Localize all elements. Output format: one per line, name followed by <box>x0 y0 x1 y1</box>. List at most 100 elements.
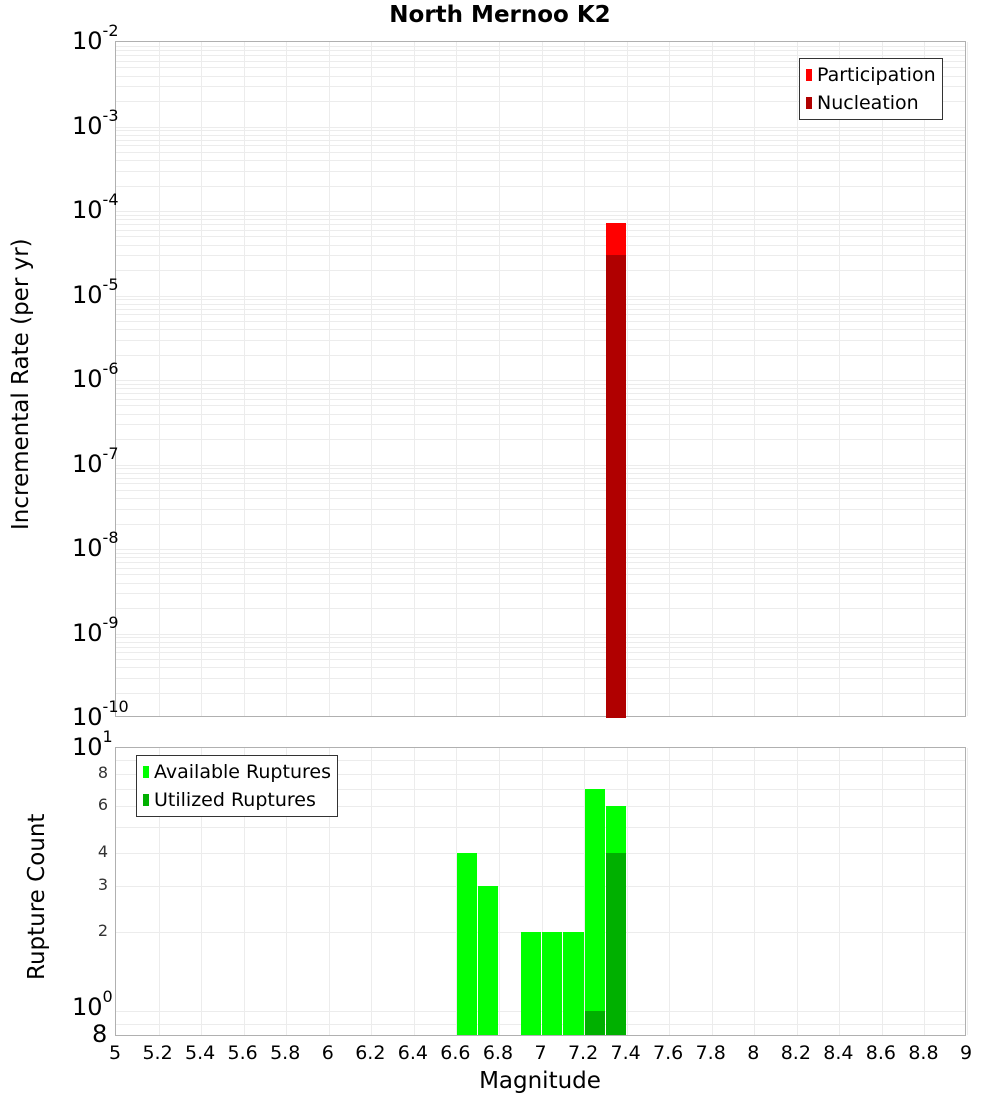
y-tick-label: 8 <box>92 1020 108 1048</box>
gridline <box>116 582 965 584</box>
y-tick-label: 3 <box>97 874 108 894</box>
legend-item-available: Available Ruptures <box>143 758 331 786</box>
gridline <box>116 383 965 385</box>
gridline <box>371 42 373 716</box>
gridline <box>541 42 543 716</box>
gridline <box>116 329 965 331</box>
gridline <box>541 748 543 1035</box>
bottom-y-axis-title: Rupture Count <box>24 813 50 980</box>
x-tick-label: 5.8 <box>270 1042 301 1064</box>
gridline <box>116 314 965 316</box>
gridline <box>116 101 965 103</box>
gridline <box>116 339 965 341</box>
gridline <box>881 748 883 1035</box>
x-tick-label: 5.6 <box>227 1042 258 1064</box>
gridline <box>116 557 965 559</box>
gridline <box>116 134 965 136</box>
gridline <box>201 748 203 1035</box>
gridline <box>116 677 965 679</box>
y-tick-label: 10-5 <box>72 274 119 309</box>
gridline <box>328 42 330 716</box>
gridline <box>116 652 965 654</box>
gridline <box>116 646 965 648</box>
gridline <box>116 214 965 216</box>
gridline <box>116 593 965 595</box>
gridline <box>116 637 965 639</box>
bottom-plot-area <box>115 747 968 1036</box>
y-tick-label: 4 <box>97 841 108 861</box>
bar-nucleation <box>605 255 627 718</box>
gridline <box>116 229 965 231</box>
gridline <box>116 126 965 128</box>
gridline <box>328 748 330 1035</box>
gridline <box>116 295 965 297</box>
gridline <box>116 303 965 305</box>
gridline <box>839 42 841 716</box>
x-tick-label: 6.2 <box>355 1042 386 1064</box>
gridline <box>116 468 965 470</box>
x-tick-label: 5.4 <box>184 1042 216 1064</box>
gridline <box>116 773 965 775</box>
y-tick-label: 10-10 <box>72 697 129 731</box>
gridline <box>116 211 965 212</box>
y-tick-label: 10-9 <box>72 612 119 647</box>
gridline <box>116 170 965 172</box>
x-tick-label: 6.6 <box>440 1042 471 1064</box>
gridline <box>116 308 965 310</box>
x-tick-label: 5.2 <box>142 1042 173 1064</box>
legend-item-participation: Participation <box>806 61 936 89</box>
y-tick-label: 101 <box>72 727 113 761</box>
gridline <box>456 42 458 716</box>
x-tick-label: 6.8 <box>482 1042 514 1064</box>
gridline <box>116 523 965 525</box>
gridline <box>796 42 798 716</box>
gridline <box>116 658 965 660</box>
gridline <box>116 393 965 395</box>
x-tick-label: 8.6 <box>865 1042 896 1064</box>
x-tick-label: 8.4 <box>823 1042 854 1064</box>
gridline <box>116 567 965 569</box>
gridline <box>116 477 965 479</box>
gridline <box>116 75 965 77</box>
gridline <box>116 806 965 808</box>
utilized-swatch <box>143 794 149 806</box>
top-y-axis-title: Incremental Rate (per yr) <box>8 238 34 530</box>
x-tick-label: 6 <box>321 1042 334 1064</box>
gridline <box>924 42 926 716</box>
chart-title: North Mernoo K2 <box>389 2 611 28</box>
gridline <box>116 413 965 415</box>
gridline <box>116 552 965 554</box>
gridline <box>626 748 628 1035</box>
gridline <box>116 489 965 491</box>
nucleation-swatch <box>806 97 812 109</box>
gridline <box>116 45 965 47</box>
gridline <box>116 224 965 226</box>
gridline <box>116 380 965 381</box>
gridline <box>116 299 965 301</box>
gridline <box>116 219 965 221</box>
y-tick-label: 2 <box>97 921 108 941</box>
bar-available-ruptures <box>542 932 563 1035</box>
gridline <box>116 549 965 550</box>
gridline <box>711 42 713 716</box>
gridline <box>116 885 965 887</box>
y-tick-label: 10-6 <box>72 359 119 393</box>
y-tick-label: 100 <box>72 987 113 1021</box>
gridline <box>116 641 965 643</box>
gridline <box>881 42 883 716</box>
bar-utilized-ruptures <box>605 852 627 1035</box>
top-plot-area <box>115 41 968 718</box>
gridline <box>243 748 245 1035</box>
gridline <box>754 42 756 716</box>
gridline <box>754 748 756 1035</box>
gridline <box>116 508 965 510</box>
gridline <box>243 42 245 716</box>
legend-item-nucleation: Nucleation <box>806 89 936 117</box>
bar-available-ruptures <box>563 932 584 1035</box>
x-tick-label: 7.2 <box>567 1042 599 1064</box>
available-swatch <box>143 766 149 778</box>
x-tick-label: 8 <box>747 1042 760 1064</box>
gridline <box>116 760 965 762</box>
bottom-legend: Available Ruptures Utilized Ruptures <box>136 755 338 817</box>
bar-available-ruptures <box>478 885 499 1035</box>
